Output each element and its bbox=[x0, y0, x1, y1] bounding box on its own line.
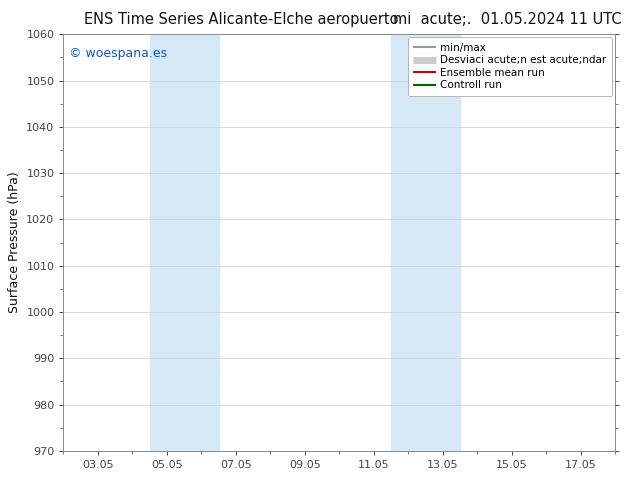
Text: mi  acute;.  01.05.2024 11 UTC: mi acute;. 01.05.2024 11 UTC bbox=[393, 12, 621, 27]
Text: © woespana.es: © woespana.es bbox=[69, 47, 167, 60]
Legend: min/max, Desviaci acute;n est acute;ndar, Ensemble mean run, Controll run: min/max, Desviaci acute;n est acute;ndar… bbox=[408, 37, 612, 96]
Y-axis label: Surface Pressure (hPa): Surface Pressure (hPa) bbox=[8, 172, 21, 314]
Bar bbox=[150, 34, 219, 451]
Bar bbox=[391, 34, 460, 451]
Text: ENS Time Series Alicante-Elche aeropuerto: ENS Time Series Alicante-Elche aeropuert… bbox=[84, 12, 398, 27]
